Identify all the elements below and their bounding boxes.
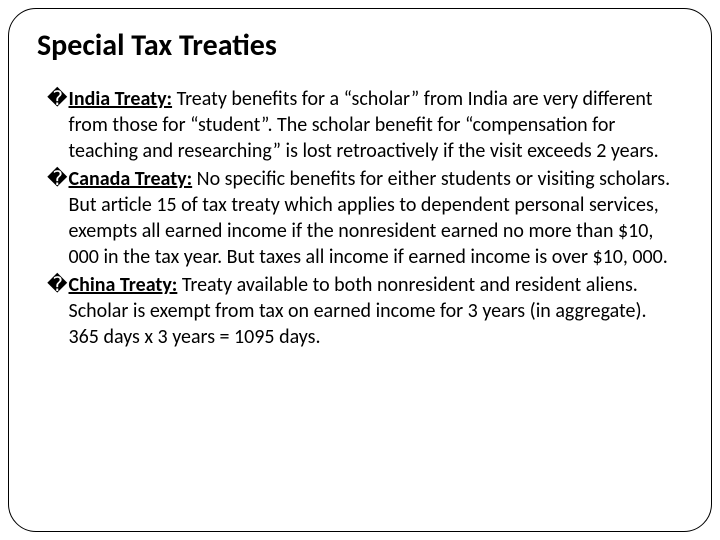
list-item: � Canada Treaty: No specific benefits fo… xyxy=(47,166,683,270)
bullet-text: India Treaty: Treaty benefits for a “sch… xyxy=(69,86,683,164)
bullet-text: China Treaty: Treaty available to both n… xyxy=(69,272,683,350)
bullet-icon: � xyxy=(47,86,68,112)
bullet-text: Canada Treaty: No specific benefits for … xyxy=(69,166,683,270)
bullet-icon: � xyxy=(47,272,68,298)
bullet-label: India Treaty: xyxy=(69,87,173,111)
list-item: � China Treaty: Treaty available to both… xyxy=(47,272,683,350)
bullet-label: China Treaty: xyxy=(69,273,178,297)
list-item: � India Treaty: Treaty benefits for a “s… xyxy=(47,86,683,164)
bullet-list: � India Treaty: Treaty benefits for a “s… xyxy=(37,86,683,350)
bullet-label: Canada Treaty: xyxy=(69,167,193,191)
slide-frame: Special Tax Treaties � India Treaty: Tre… xyxy=(8,8,712,532)
slide-title: Special Tax Treaties xyxy=(37,27,683,64)
bullet-icon: � xyxy=(47,166,68,192)
